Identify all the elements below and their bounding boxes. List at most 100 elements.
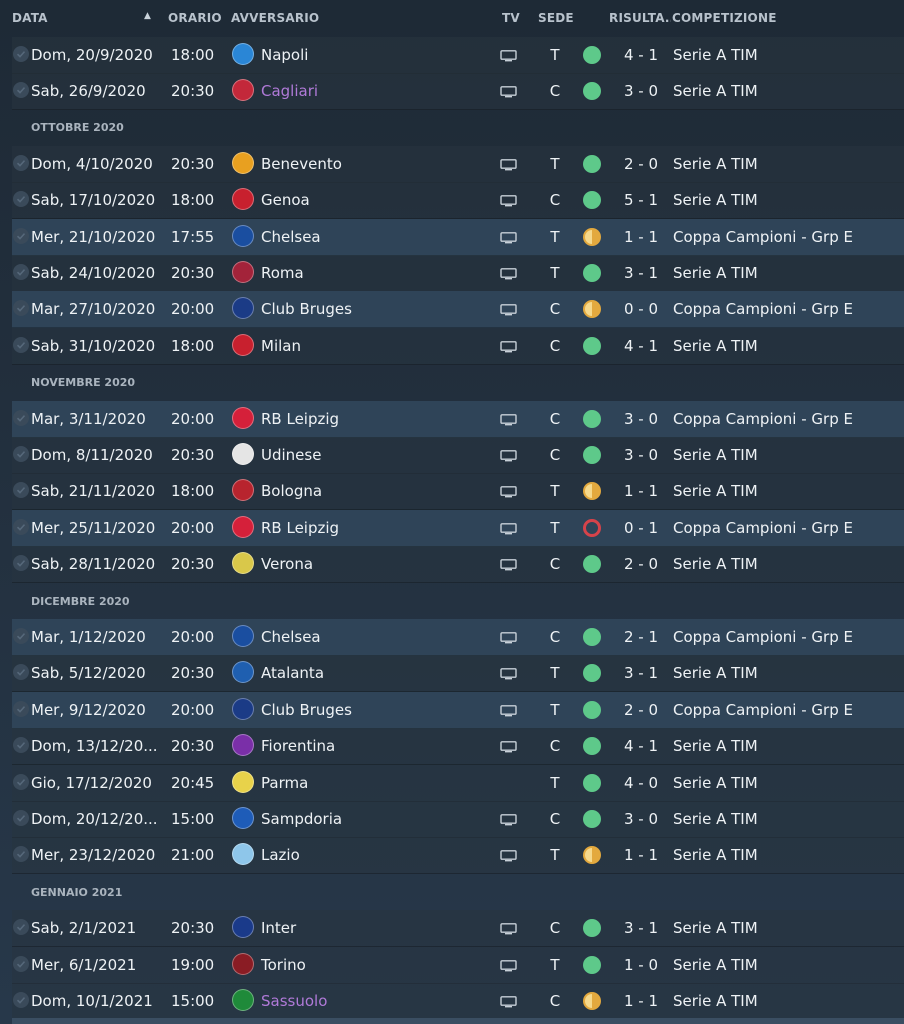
- opponent-link[interactable]: Inter: [261, 919, 297, 938]
- opponent-link[interactable]: Fiorentina: [261, 737, 336, 756]
- match-score[interactable]: 1 - 1: [623, 482, 659, 501]
- checkmark-icon[interactable]: [13, 300, 29, 317]
- match-score[interactable]: 2 - 1: [623, 627, 659, 646]
- checkmark-icon[interactable]: [13, 518, 29, 535]
- match-score[interactable]: 4 - 1: [623, 45, 659, 64]
- fixture-row[interactable]: Sab, 24/10/2020 20:30 Roma T 3 - 1 Serie A TI…: [12, 254, 904, 292]
- competition-link[interactable]: Serie A TIM: [673, 482, 758, 501]
- fixture-row[interactable]: Mer, 6/1/2021 19:00 Torino T 1 - 0 Serie A TI…: [12, 946, 904, 984]
- opponent-link[interactable]: Sassuolo: [261, 991, 328, 1010]
- competition-link[interactable]: Serie A TIM: [673, 263, 758, 282]
- match-score[interactable]: 3 - 1: [623, 919, 659, 938]
- checkmark-icon[interactable]: [13, 45, 29, 62]
- match-score[interactable]: 1 - 1: [623, 846, 659, 865]
- match-score[interactable]: 0 - 1: [623, 518, 659, 537]
- fixture-row[interactable]: Dom, 10/1/2021 15:00 Sassuolo C 1 - 1 Serie A…: [12, 982, 904, 1020]
- opponent-link[interactable]: Benevento: [261, 154, 342, 173]
- opponent-link[interactable]: Atalanta: [261, 664, 325, 683]
- fixture-row[interactable]: Mar, 1/12/2020 20:00 Chelsea C 2 - 1 Coppa Ca…: [12, 618, 904, 656]
- checkmark-icon[interactable]: [13, 919, 29, 936]
- checkmark-icon[interactable]: [13, 664, 29, 681]
- fixture-row[interactable]: Mer, 23/12/2020 21:00 Lazio T 1 - 1 Serie A T…: [12, 837, 904, 875]
- opponent-link[interactable]: Torino: [261, 955, 306, 974]
- fixture-row[interactable]: Gio, 17/12/2020 20:45 Parma T 4 - 0 Serie A T…: [12, 764, 904, 802]
- column-header-time[interactable]: ORARIO: [168, 11, 222, 25]
- match-score[interactable]: 2 - 0: [623, 555, 659, 574]
- checkmark-icon[interactable]: [13, 700, 29, 717]
- fixture-row[interactable]: Sab, 5/12/2020 20:30 Atalanta T 3 - 1 Serie A…: [12, 655, 904, 693]
- column-header-opponent[interactable]: AVVERSARIO: [231, 11, 320, 25]
- column-header-tv[interactable]: TV: [502, 11, 520, 25]
- competition-link[interactable]: Serie A TIM: [673, 991, 758, 1010]
- checkmark-icon[interactable]: [13, 627, 29, 644]
- competition-link[interactable]: Serie A TIM: [673, 737, 758, 756]
- checkmark-icon[interactable]: [13, 991, 29, 1008]
- column-header-competition[interactable]: COMPETIZIONE: [672, 11, 777, 25]
- opponent-link[interactable]: Bologna: [261, 482, 323, 501]
- match-score[interactable]: 2 - 0: [623, 154, 659, 173]
- opponent-link[interactable]: Genoa: [261, 191, 310, 210]
- opponent-link[interactable]: Cagliari: [261, 81, 319, 100]
- fixture-row[interactable]: Dom, 8/11/2020 20:30 Udinese C 3 - 0 Serie A …: [12, 436, 904, 474]
- competition-link[interactable]: Serie A TIM: [673, 664, 758, 683]
- match-score[interactable]: 4 - 1: [623, 336, 659, 355]
- competition-link[interactable]: Serie A TIM: [673, 191, 758, 210]
- fixture-row[interactable]: Sab, 28/11/2020 20:30 Verona C 2 - 0 Serie A …: [12, 546, 904, 584]
- match-score[interactable]: 0 - 0: [623, 300, 659, 319]
- competition-link[interactable]: Serie A TIM: [673, 336, 758, 355]
- competition-link[interactable]: Serie A TIM: [673, 773, 758, 792]
- competition-link[interactable]: Serie A TIM: [673, 81, 758, 100]
- match-score[interactable]: 2 - 0: [623, 700, 659, 719]
- checkmark-icon[interactable]: [13, 227, 29, 244]
- match-score[interactable]: 4 - 0: [623, 773, 659, 792]
- competition-link[interactable]: Serie A TIM: [673, 45, 758, 64]
- checkmark-icon[interactable]: [13, 737, 29, 754]
- competition-link[interactable]: Coppa Campioni - Grp E: [673, 409, 853, 428]
- competition-link[interactable]: Serie A TIM: [673, 919, 758, 938]
- match-score[interactable]: 4 - 1: [623, 737, 659, 756]
- checkmark-icon[interactable]: [13, 81, 29, 98]
- competition-link[interactable]: Coppa Campioni - Grp E: [673, 700, 853, 719]
- match-score[interactable]: 3 - 0: [623, 81, 659, 100]
- fixture-row[interactable]: Sab, 31/10/2020 18:00 Milan C 4 - 1 Serie A T…: [12, 327, 904, 365]
- fixture-row[interactable]: Mer, 25/11/2020 20:00 RB Leipzig T 0 - 1 Copp…: [12, 509, 904, 547]
- match-score[interactable]: 3 - 1: [623, 664, 659, 683]
- competition-link[interactable]: Serie A TIM: [673, 555, 758, 574]
- opponent-link[interactable]: Sampdoria: [261, 809, 343, 828]
- opponent-link[interactable]: Chelsea: [261, 627, 321, 646]
- opponent-link[interactable]: Roma: [261, 263, 304, 282]
- opponent-link[interactable]: Club Bruges: [261, 700, 352, 719]
- match-score[interactable]: 3 - 0: [623, 409, 659, 428]
- checkmark-icon[interactable]: [13, 846, 29, 863]
- competition-link[interactable]: Coppa Campioni - Grp E: [673, 627, 853, 646]
- checkmark-icon[interactable]: [13, 191, 29, 208]
- column-header-date[interactable]: DATA ▲: [12, 11, 152, 25]
- fixture-row[interactable]: Sab, 2/1/2021 20:30 Inter C 3 - 1 Serie A TIM: [12, 910, 904, 948]
- opponent-link[interactable]: Parma: [261, 773, 309, 792]
- opponent-link[interactable]: Verona: [261, 555, 314, 574]
- competition-link[interactable]: Serie A TIM: [673, 154, 758, 173]
- competition-link[interactable]: Serie A TIM: [673, 846, 758, 865]
- fixture-row[interactable]: Mar, 3/11/2020 20:00 RB Leipzig C 3 - 0 Coppa…: [12, 400, 904, 438]
- column-header-venue[interactable]: SEDE: [538, 11, 574, 25]
- fixture-row[interactable]: Dom, 13/12/20... 20:30 Fiorentina C 4 - 1 Ser…: [12, 728, 904, 766]
- checkmark-icon[interactable]: [13, 336, 29, 353]
- checkmark-icon[interactable]: [13, 445, 29, 462]
- match-score[interactable]: 1 - 0: [623, 955, 659, 974]
- opponent-link[interactable]: Chelsea: [261, 227, 321, 246]
- competition-link[interactable]: Serie A TIM: [673, 955, 758, 974]
- match-score[interactable]: 1 - 1: [623, 991, 659, 1010]
- column-header-result[interactable]: RISULTA...: [609, 11, 671, 25]
- opponent-link[interactable]: Milan: [261, 336, 301, 355]
- fixture-row[interactable]: Sab, 21/11/2020 18:00 Bologna T 1 - 1 Serie A…: [12, 473, 904, 511]
- opponent-link[interactable]: Lazio: [261, 846, 300, 865]
- fixture-row[interactable]: Sab, 17/10/2020 18:00 Genoa C 5 - 1 Serie A T…: [12, 182, 904, 220]
- opponent-link[interactable]: RB Leipzig: [261, 518, 340, 537]
- checkmark-icon[interactable]: [13, 409, 29, 426]
- match-score[interactable]: 1 - 1: [623, 227, 659, 246]
- checkmark-icon[interactable]: [13, 809, 29, 826]
- checkmark-icon[interactable]: [13, 773, 29, 790]
- fixture-row[interactable]: Sab, 26/9/2020 20:30 Cagliari C 3 - 0 Serie A…: [12, 72, 904, 110]
- match-score[interactable]: 5 - 1: [623, 191, 659, 210]
- opponent-link[interactable]: Udinese: [261, 445, 322, 464]
